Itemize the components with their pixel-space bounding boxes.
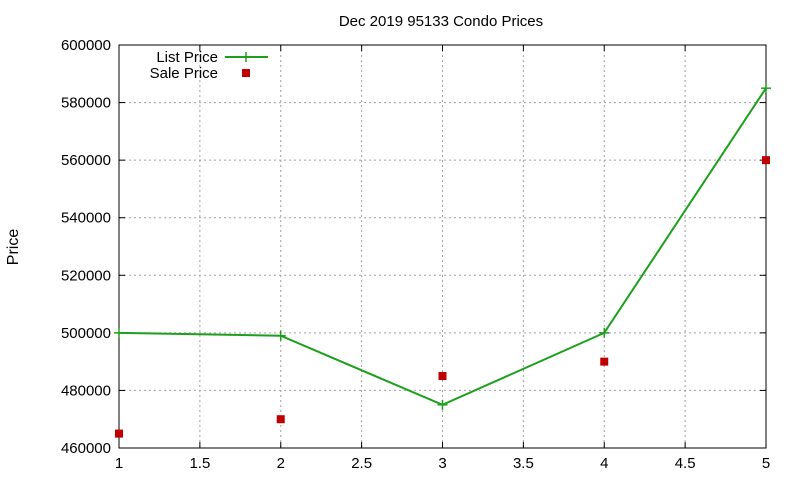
y-tick-label: 460000 (61, 440, 111, 457)
x-tick-label: 1.5 (189, 455, 210, 472)
x-tick-label: 3.5 (513, 455, 534, 472)
x-tick-label: 2.5 (351, 455, 372, 472)
y-tick-label: 520000 (61, 267, 111, 284)
list-price-point (114, 327, 124, 338)
legend-sale-price-marker (242, 69, 250, 77)
chart-title: Dec 2019 95133 Condo Prices (339, 13, 543, 30)
sale-price-point (762, 156, 770, 165)
legend-label: List Price (156, 49, 218, 66)
list-price-point (437, 399, 448, 410)
list-price-point (599, 327, 610, 338)
sale-price-point (600, 357, 609, 366)
y-tick-label: 600000 (61, 37, 111, 54)
list-price-point (761, 83, 771, 94)
sale-price-point (438, 372, 447, 381)
legend-label: Sale Price (150, 65, 218, 82)
x-tick-label: 5 (762, 455, 770, 472)
x-tick-label: 1 (115, 455, 123, 472)
y-tick-label: 500000 (61, 325, 111, 342)
y-tick-label: 560000 (61, 152, 111, 169)
x-tick-label: 4 (600, 455, 608, 472)
sale-price-point (276, 415, 285, 424)
grid-layer (119, 45, 766, 448)
x-tick-label: 3 (438, 455, 446, 472)
y-tick-label: 480000 (61, 382, 111, 399)
series-layer (114, 83, 771, 438)
y-tick-label: 580000 (61, 95, 111, 112)
x-tick-label: 2 (277, 455, 285, 472)
x-tick-label: 4.5 (675, 455, 696, 472)
list-price-point (275, 330, 286, 341)
tick-layer: 1 1.5 2 2.5 3 3.5 4 4.5 5 460000 480000 500000 52000… (61, 37, 770, 472)
y-axis-label: Price (5, 229, 22, 266)
sale-price-point (115, 429, 123, 438)
y-tick-label: 540000 (61, 210, 111, 227)
